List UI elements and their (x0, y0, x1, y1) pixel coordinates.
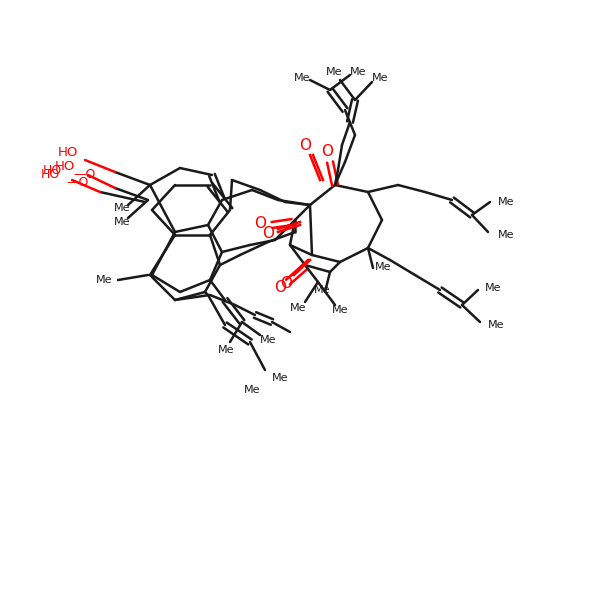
Text: Me: Me (294, 73, 310, 83)
Text: HO: HO (55, 160, 75, 173)
Text: O: O (254, 217, 266, 232)
Text: Me: Me (488, 320, 505, 330)
Text: —O: —O (74, 169, 96, 181)
Text: Me: Me (350, 67, 366, 77)
Text: Me: Me (314, 285, 330, 295)
Text: HO: HO (58, 146, 78, 160)
Text: —O: —O (67, 175, 89, 188)
Text: O: O (280, 277, 292, 292)
Text: HO: HO (43, 163, 62, 176)
Text: HO: HO (40, 169, 59, 181)
Text: Me: Me (375, 262, 392, 272)
Text: O: O (262, 226, 274, 241)
Text: Me: Me (218, 345, 234, 355)
Text: Me: Me (498, 197, 515, 207)
Text: Me: Me (332, 305, 348, 315)
Text: Me: Me (498, 230, 515, 240)
Text: Me: Me (114, 203, 130, 213)
Text: O: O (274, 280, 286, 295)
Text: Me: Me (95, 275, 112, 285)
Text: Me: Me (244, 385, 260, 395)
Text: Me: Me (372, 73, 388, 83)
Text: Me: Me (485, 283, 502, 293)
Text: O: O (299, 137, 311, 152)
Text: Me: Me (290, 303, 306, 313)
Text: Me: Me (114, 217, 130, 227)
Text: Me: Me (272, 373, 288, 383)
Text: Me: Me (260, 335, 276, 345)
Text: Me: Me (326, 67, 342, 77)
Text: O: O (321, 145, 333, 160)
